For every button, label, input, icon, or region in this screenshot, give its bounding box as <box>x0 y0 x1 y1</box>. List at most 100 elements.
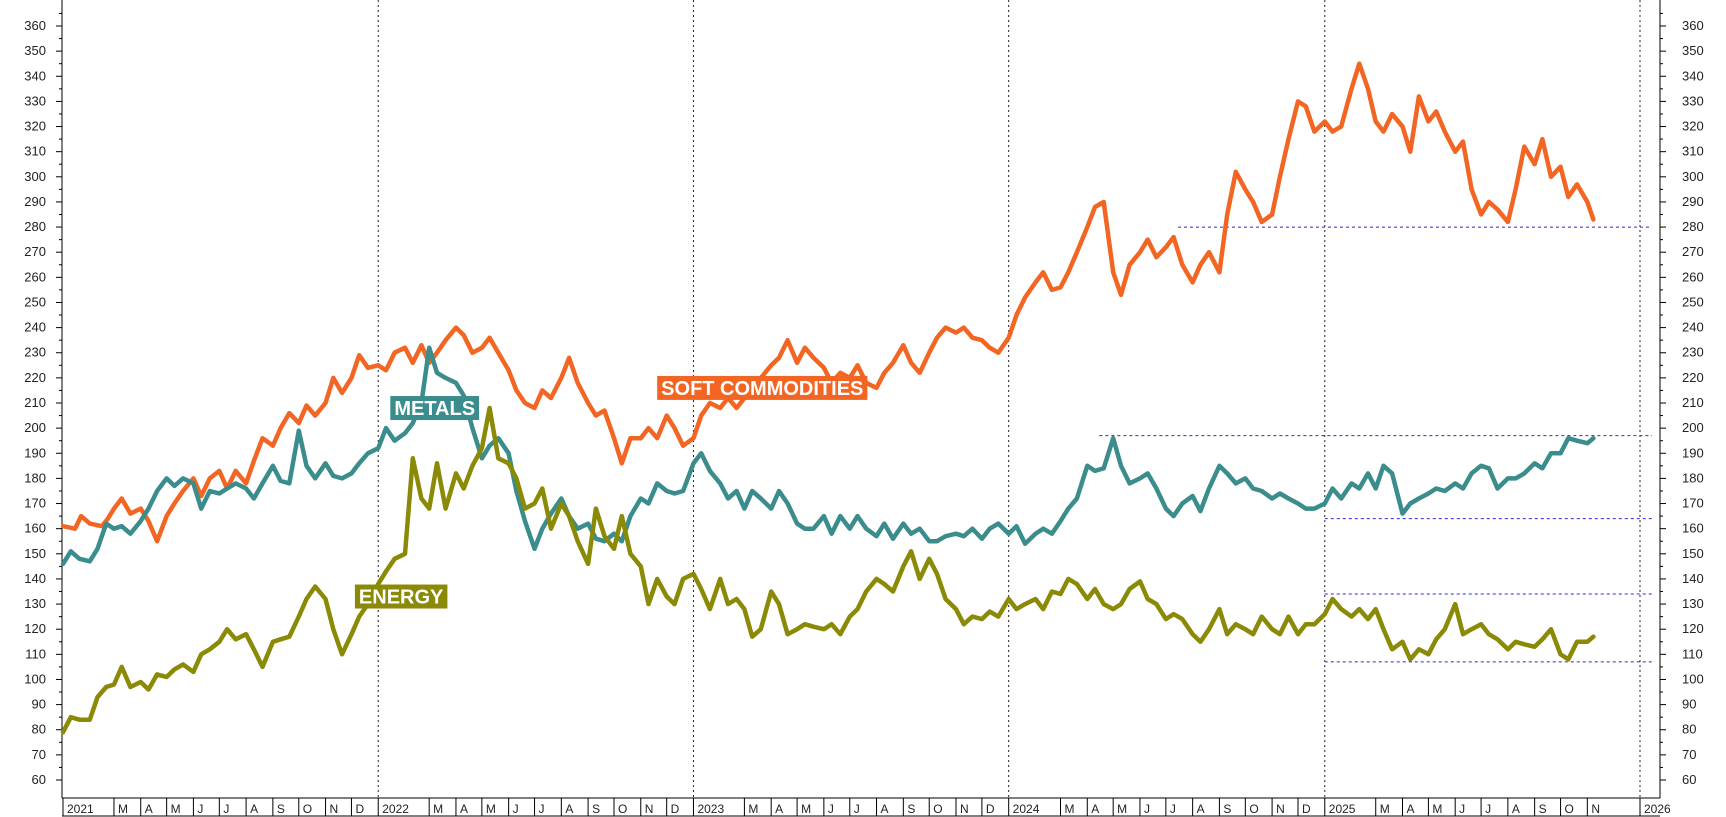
y-tick-label-left: 180 <box>24 470 46 485</box>
x-tick-label: 2024 <box>1013 802 1040 816</box>
x-tick-label: J <box>828 802 834 816</box>
soft-commodities-label-badge: SOFT COMMODITIES <box>657 375 868 400</box>
soft-commodities-label: SOFT COMMODITIES <box>661 378 863 400</box>
x-tick-label: J <box>1485 802 1491 816</box>
x-tick-label: 2023 <box>697 802 724 816</box>
x-tick-label: M <box>1432 802 1442 816</box>
y-tick-label-right: 250 <box>1682 294 1704 309</box>
energy-line <box>60 405 1596 735</box>
y-tick-label-right: 130 <box>1682 596 1704 611</box>
x-axis-ticks: 2021 M A M J J A S O N D 2022 M A M J J A S O N D 2023 M A M J J A S O… <box>62 798 1671 816</box>
x-tick-label: D <box>671 802 680 816</box>
y-tick-label-right: 360 <box>1682 18 1704 33</box>
y-tick-label-left: 280 <box>24 219 46 234</box>
x-tick-label: 2021 <box>67 802 94 816</box>
y-tick-label-left: 150 <box>24 546 46 561</box>
x-tick-label: M <box>1117 802 1127 816</box>
x-tick-label: O <box>1249 802 1258 816</box>
metals-label: METALS <box>394 398 475 420</box>
x-tick-label: A <box>881 802 889 816</box>
x-tick-label: S <box>1539 802 1547 816</box>
x-tick-label: N <box>645 802 654 816</box>
y-tick-label-right: 100 <box>1682 671 1704 686</box>
x-tick-label: D <box>1302 802 1311 816</box>
x-tick-label: O <box>933 802 942 816</box>
y-tick-label-left: 120 <box>24 621 46 636</box>
x-tick-label: A <box>565 802 573 816</box>
y-tick-label-left: 270 <box>24 244 46 259</box>
y-tick-label-left: 100 <box>24 671 46 686</box>
x-tick-label: A <box>1512 802 1520 816</box>
x-tick-label: M <box>486 802 496 816</box>
y-tick-label-left: 60 <box>32 772 46 787</box>
metals-label-badge: METALS <box>390 396 480 421</box>
y-tick-label-right: 280 <box>1682 219 1704 234</box>
y-tick-label-right: 230 <box>1682 345 1704 360</box>
metals-label-background <box>390 396 480 421</box>
x-tick-label: J <box>1144 802 1150 816</box>
x-tick-label: A <box>1091 802 1099 816</box>
x-tick-label: J <box>854 802 860 816</box>
y-tick-label-right: 70 <box>1682 747 1696 762</box>
x-tick-label: O <box>303 802 312 816</box>
y-tick-label-right: 220 <box>1682 370 1704 385</box>
y-tick-label-left: 210 <box>24 395 46 410</box>
y-tick-label-left: 80 <box>32 722 46 737</box>
y-tick-label-right: 180 <box>1682 470 1704 485</box>
y-tick-label-left: 200 <box>24 420 46 435</box>
y-tick-label-left: 330 <box>24 93 46 108</box>
y-tick-label-right: 290 <box>1682 194 1704 209</box>
y-tick-label-left: 90 <box>32 697 46 712</box>
x-tick-label: J <box>1459 802 1465 816</box>
soft-commodities-label-background <box>657 375 868 400</box>
y-tick-label-left: 320 <box>24 119 46 134</box>
year-gridlines <box>377 0 1641 798</box>
y-tick-label-right: 260 <box>1682 269 1704 284</box>
y-tick-label-left: 340 <box>24 68 46 83</box>
energy-label: ENERGY <box>359 587 444 609</box>
y-tick-label-right: 190 <box>1682 445 1704 460</box>
y-tick-label-right: 330 <box>1682 93 1704 108</box>
x-tick-label: 2026 <box>1644 802 1671 816</box>
x-tick-label: M <box>433 802 443 816</box>
y-tick-label-left: 140 <box>24 571 46 586</box>
y-tick-label-right: 320 <box>1682 119 1704 134</box>
y-tick-label-left: 290 <box>24 194 46 209</box>
x-tick-label: M <box>748 802 758 816</box>
x-tick-label: S <box>277 802 285 816</box>
x-tick-label: M <box>801 802 811 816</box>
y-tick-label-left: 310 <box>24 144 46 159</box>
x-tick-label: A <box>775 802 783 816</box>
y-tick-label-right: 110 <box>1682 646 1703 661</box>
x-tick-label: N <box>330 802 339 816</box>
y-tick-label-right: 310 <box>1682 144 1704 159</box>
y-tick-label-left: 360 <box>24 18 46 33</box>
y-tick-label-right: 120 <box>1682 621 1704 636</box>
y-tick-label-right: 160 <box>1682 521 1704 536</box>
y-tick-label-right: 210 <box>1682 395 1704 410</box>
x-tick-label: 2022 <box>382 802 409 816</box>
x-tick-label: A <box>1197 802 1205 816</box>
y-tick-label-left: 260 <box>24 269 46 284</box>
y-tick-label-left: 160 <box>24 521 46 536</box>
y-tick-label-right: 140 <box>1682 571 1704 586</box>
y-tick-label-left: 220 <box>24 370 46 385</box>
x-tick-label: A <box>145 802 153 816</box>
x-tick-label: D <box>355 802 364 816</box>
x-tick-label: S <box>1223 802 1231 816</box>
y-tick-label-right: 270 <box>1682 244 1704 259</box>
x-tick-label: S <box>592 802 600 816</box>
energy-label-background <box>354 584 448 609</box>
x-tick-label: J <box>197 802 203 816</box>
x-tick-label: N <box>1591 802 1600 816</box>
x-tick-label: O <box>1565 802 1574 816</box>
x-tick-label: M <box>118 802 128 816</box>
y-tick-label-left: 350 <box>24 43 46 58</box>
energy-label-badge: ENERGY <box>354 584 448 609</box>
y-tick-label-right: 340 <box>1682 68 1704 83</box>
x-tick-label: O <box>618 802 627 816</box>
plot-frame <box>61 0 1661 817</box>
y-tick-label-right: 200 <box>1682 420 1704 435</box>
